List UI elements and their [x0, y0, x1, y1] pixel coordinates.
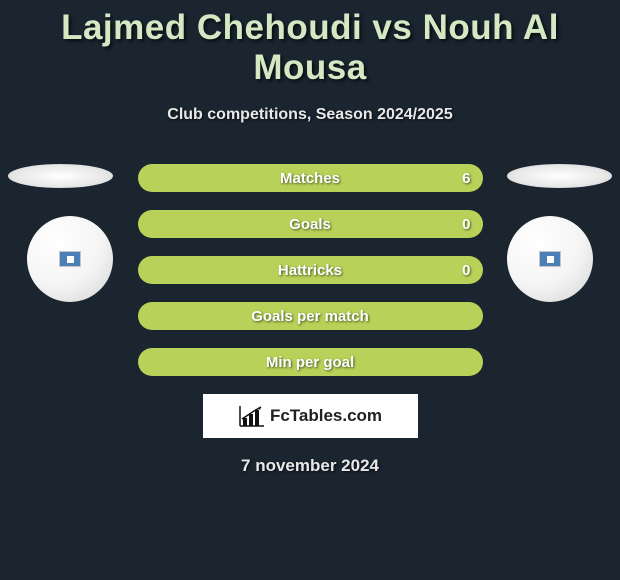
- player-ellipse-right: [507, 164, 612, 188]
- date-label: 7 november 2024: [0, 456, 620, 476]
- player-avatar-right: [507, 216, 593, 302]
- logo-box: FcTables.com: [203, 394, 418, 438]
- subtitle: Club competitions, Season 2024/2025: [0, 106, 620, 124]
- flag-icon: [60, 252, 80, 266]
- stat-value-right: 0: [462, 216, 470, 233]
- stat-label: Goals per match: [251, 308, 369, 325]
- player-avatar-left: [27, 216, 113, 302]
- stat-label: Hattricks: [278, 262, 342, 279]
- logo-text: FcTables.com: [270, 406, 382, 426]
- stat-row: Hattricks 0: [138, 256, 483, 284]
- player-ellipse-left: [8, 164, 113, 188]
- stat-label: Min per goal: [266, 354, 354, 371]
- flag-icon: [540, 252, 560, 266]
- stat-row: Matches 6: [138, 164, 483, 192]
- stat-row: Goals per match: [138, 302, 483, 330]
- page-title: Lajmed Chehoudi vs Nouh Al Mousa: [0, 0, 620, 88]
- stat-value-right: 0: [462, 262, 470, 279]
- stat-rows: Matches 6 Goals 0 Hattricks 0 Goals per …: [138, 164, 483, 376]
- stat-label: Matches: [280, 170, 340, 187]
- content-area: Matches 6 Goals 0 Hattricks 0 Goals per …: [0, 164, 620, 476]
- stat-label: Goals: [289, 216, 331, 233]
- stat-value-right: 6: [462, 170, 470, 187]
- stat-row: Goals 0: [138, 210, 483, 238]
- chart-icon: [238, 404, 266, 428]
- stat-row: Min per goal: [138, 348, 483, 376]
